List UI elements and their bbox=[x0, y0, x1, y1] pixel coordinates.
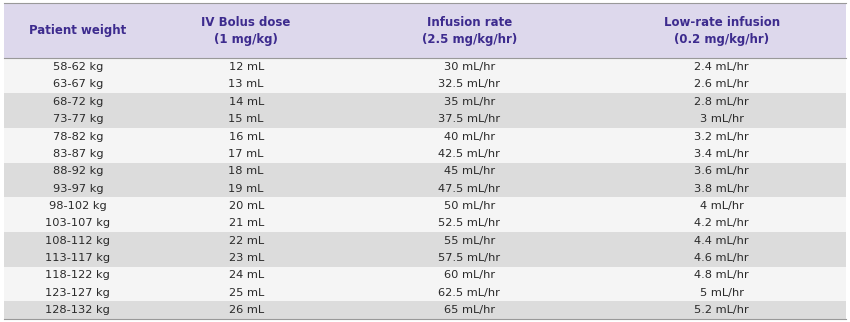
Text: 30 mL/hr: 30 mL/hr bbox=[444, 62, 495, 72]
Text: 118-122 kg: 118-122 kg bbox=[45, 270, 111, 280]
Text: 45 mL/hr: 45 mL/hr bbox=[444, 166, 495, 176]
Bar bbox=[4, 93, 846, 110]
Bar bbox=[4, 301, 846, 319]
Bar bbox=[4, 249, 846, 267]
Text: 3.4 mL/hr: 3.4 mL/hr bbox=[694, 149, 749, 159]
Text: 4.8 mL/hr: 4.8 mL/hr bbox=[694, 270, 749, 280]
Text: IV Bolus dose
(1 mg/kg): IV Bolus dose (1 mg/kg) bbox=[201, 16, 291, 46]
Text: Low-rate infusion
(0.2 mg/kg/hr): Low-rate infusion (0.2 mg/kg/hr) bbox=[664, 16, 779, 46]
Text: 2.6 mL/hr: 2.6 mL/hr bbox=[694, 80, 749, 90]
Text: 93-97 kg: 93-97 kg bbox=[53, 184, 103, 194]
Text: 18 mL: 18 mL bbox=[229, 166, 264, 176]
Text: 35 mL/hr: 35 mL/hr bbox=[444, 97, 495, 107]
Text: 123-127 kg: 123-127 kg bbox=[45, 288, 111, 298]
Text: 12 mL: 12 mL bbox=[229, 62, 264, 72]
Text: 5.2 mL/hr: 5.2 mL/hr bbox=[694, 305, 749, 315]
Text: 14 mL: 14 mL bbox=[229, 97, 264, 107]
Text: 103-107 kg: 103-107 kg bbox=[45, 218, 111, 228]
Bar bbox=[4, 284, 846, 301]
Text: 113-117 kg: 113-117 kg bbox=[45, 253, 111, 263]
Bar bbox=[4, 3, 846, 59]
Text: 37.5 mL/hr: 37.5 mL/hr bbox=[438, 114, 501, 124]
Text: 26 mL: 26 mL bbox=[229, 305, 264, 315]
Text: 40 mL/hr: 40 mL/hr bbox=[444, 132, 495, 142]
Text: 24 mL: 24 mL bbox=[229, 270, 264, 280]
Text: 78-82 kg: 78-82 kg bbox=[53, 132, 103, 142]
Text: 2.8 mL/hr: 2.8 mL/hr bbox=[694, 97, 749, 107]
Text: 3 mL/hr: 3 mL/hr bbox=[700, 114, 744, 124]
Text: 32.5 mL/hr: 32.5 mL/hr bbox=[439, 80, 500, 90]
Bar bbox=[4, 215, 846, 232]
Text: 25 mL: 25 mL bbox=[229, 288, 264, 298]
Text: 4.6 mL/hr: 4.6 mL/hr bbox=[694, 253, 749, 263]
Bar bbox=[4, 59, 846, 76]
Text: 16 mL: 16 mL bbox=[229, 132, 264, 142]
Text: 4.4 mL/hr: 4.4 mL/hr bbox=[694, 236, 749, 246]
Text: Infusion rate
(2.5 mg/kg/hr): Infusion rate (2.5 mg/kg/hr) bbox=[422, 16, 517, 46]
Text: 19 mL: 19 mL bbox=[229, 184, 264, 194]
Bar bbox=[4, 110, 846, 128]
Text: 4.2 mL/hr: 4.2 mL/hr bbox=[694, 218, 749, 228]
Bar bbox=[4, 232, 846, 249]
Text: 98-102 kg: 98-102 kg bbox=[49, 201, 107, 211]
Text: 42.5 mL/hr: 42.5 mL/hr bbox=[439, 149, 500, 159]
Bar bbox=[4, 197, 846, 215]
Text: 3.6 mL/hr: 3.6 mL/hr bbox=[694, 166, 749, 176]
Text: 21 mL: 21 mL bbox=[229, 218, 264, 228]
Text: 88-92 kg: 88-92 kg bbox=[53, 166, 103, 176]
Text: 62.5 mL/hr: 62.5 mL/hr bbox=[439, 288, 500, 298]
Bar bbox=[4, 163, 846, 180]
Text: 23 mL: 23 mL bbox=[229, 253, 264, 263]
Text: 47.5 mL/hr: 47.5 mL/hr bbox=[439, 184, 500, 194]
Text: 68-72 kg: 68-72 kg bbox=[53, 97, 103, 107]
Text: 63-67 kg: 63-67 kg bbox=[53, 80, 103, 90]
Text: 52.5 mL/hr: 52.5 mL/hr bbox=[439, 218, 500, 228]
Bar bbox=[4, 145, 846, 163]
Text: 83-87 kg: 83-87 kg bbox=[53, 149, 103, 159]
Bar bbox=[4, 76, 846, 93]
Text: 5 mL/hr: 5 mL/hr bbox=[700, 288, 744, 298]
Text: 2.4 mL/hr: 2.4 mL/hr bbox=[694, 62, 749, 72]
Text: 60 mL/hr: 60 mL/hr bbox=[444, 270, 495, 280]
Text: 22 mL: 22 mL bbox=[229, 236, 264, 246]
Bar bbox=[4, 267, 846, 284]
Text: 15 mL: 15 mL bbox=[229, 114, 264, 124]
Text: 4 mL/hr: 4 mL/hr bbox=[700, 201, 744, 211]
Text: 17 mL: 17 mL bbox=[229, 149, 264, 159]
Text: 3.8 mL/hr: 3.8 mL/hr bbox=[694, 184, 749, 194]
Text: 55 mL/hr: 55 mL/hr bbox=[444, 236, 495, 246]
Text: 13 mL: 13 mL bbox=[229, 80, 264, 90]
Bar bbox=[4, 180, 846, 197]
Text: 58-62 kg: 58-62 kg bbox=[53, 62, 103, 72]
Text: 3.2 mL/hr: 3.2 mL/hr bbox=[694, 132, 749, 142]
Text: 128-132 kg: 128-132 kg bbox=[45, 305, 111, 315]
Text: 73-77 kg: 73-77 kg bbox=[53, 114, 103, 124]
Text: 65 mL/hr: 65 mL/hr bbox=[444, 305, 495, 315]
Text: 57.5 mL/hr: 57.5 mL/hr bbox=[438, 253, 501, 263]
Text: Patient weight: Patient weight bbox=[29, 24, 127, 37]
Text: 108-112 kg: 108-112 kg bbox=[45, 236, 111, 246]
Text: 50 mL/hr: 50 mL/hr bbox=[444, 201, 495, 211]
Text: 20 mL: 20 mL bbox=[229, 201, 264, 211]
Bar bbox=[4, 128, 846, 145]
